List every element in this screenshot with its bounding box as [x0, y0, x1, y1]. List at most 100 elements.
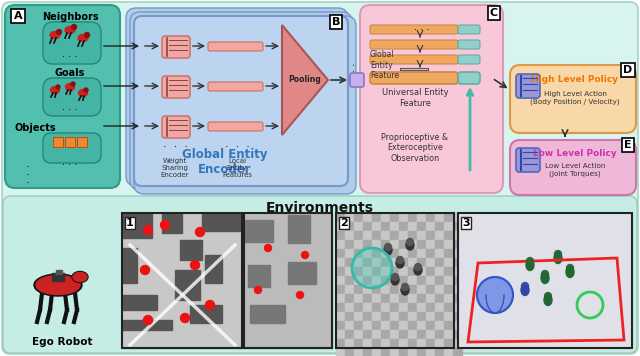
FancyBboxPatch shape	[162, 76, 190, 98]
Bar	[354, 312, 363, 321]
Bar	[408, 348, 417, 356]
Bar	[175, 270, 200, 300]
Bar	[202, 213, 242, 231]
Bar	[459, 214, 631, 347]
Bar	[444, 231, 453, 240]
Circle shape	[541, 271, 548, 277]
Bar	[426, 213, 435, 222]
Bar	[345, 330, 354, 339]
Ellipse shape	[78, 35, 88, 42]
Bar	[408, 339, 417, 348]
Bar	[381, 348, 390, 356]
Bar	[336, 330, 345, 339]
Bar	[435, 339, 444, 348]
Text: High Level Policy: High Level Policy	[531, 75, 619, 84]
Bar	[381, 330, 390, 339]
Text: A: A	[13, 11, 22, 21]
Circle shape	[296, 292, 303, 298]
Bar	[453, 348, 462, 356]
Text: Low Level Action
(Joint Torques): Low Level Action (Joint Torques)	[545, 163, 605, 177]
Bar	[426, 222, 435, 231]
Bar	[363, 240, 372, 249]
FancyBboxPatch shape	[458, 72, 480, 84]
Bar	[372, 249, 381, 258]
Text: Goals: Goals	[55, 68, 85, 78]
Bar	[444, 276, 453, 285]
Bar	[453, 303, 462, 312]
Bar	[372, 240, 381, 249]
Bar	[435, 240, 444, 249]
Bar	[354, 258, 363, 267]
FancyBboxPatch shape	[516, 148, 540, 172]
Bar	[336, 294, 345, 303]
Bar	[336, 258, 345, 267]
Bar	[408, 231, 417, 240]
Bar	[381, 231, 390, 240]
Bar	[372, 348, 381, 356]
Bar	[372, 294, 381, 303]
Text: Global Entity
Encoder: Global Entity Encoder	[182, 148, 268, 176]
Bar	[372, 312, 381, 321]
Bar	[381, 339, 390, 348]
Bar	[250, 305, 285, 323]
Bar	[336, 348, 345, 356]
Text: High Level Action
(Body Position / Velocity): High Level Action (Body Position / Veloc…	[530, 91, 620, 105]
Ellipse shape	[406, 240, 414, 250]
Bar	[345, 285, 354, 294]
Bar	[390, 321, 399, 330]
Bar	[426, 231, 435, 240]
Bar	[408, 294, 417, 303]
Text: Universal Entity
Feature: Universal Entity Feature	[381, 88, 448, 108]
Ellipse shape	[526, 260, 534, 271]
Bar	[444, 348, 453, 356]
Bar	[417, 330, 426, 339]
FancyBboxPatch shape	[134, 16, 356, 194]
Bar	[336, 213, 454, 348]
Bar	[444, 312, 453, 321]
Bar	[417, 231, 426, 240]
Bar	[417, 348, 426, 356]
FancyBboxPatch shape	[130, 12, 352, 190]
Bar	[399, 267, 408, 276]
Bar	[453, 321, 462, 330]
Bar	[390, 267, 399, 276]
Bar	[399, 258, 408, 267]
Bar	[363, 258, 372, 267]
Bar	[336, 303, 345, 312]
Text: 3: 3	[462, 218, 470, 228]
Ellipse shape	[65, 84, 74, 90]
Bar	[399, 330, 408, 339]
Bar	[390, 339, 399, 348]
Bar	[354, 267, 363, 276]
Bar	[336, 222, 345, 231]
Bar	[417, 294, 426, 303]
FancyBboxPatch shape	[162, 36, 190, 58]
Bar	[363, 294, 372, 303]
Bar	[453, 249, 462, 258]
FancyBboxPatch shape	[208, 122, 263, 131]
Bar	[345, 240, 354, 249]
Bar	[390, 294, 399, 303]
Bar	[354, 213, 363, 222]
FancyBboxPatch shape	[208, 82, 263, 91]
Bar	[363, 348, 372, 356]
Bar	[435, 276, 444, 285]
Text: D: D	[623, 65, 632, 75]
Bar	[444, 249, 453, 258]
Bar	[381, 303, 390, 312]
FancyBboxPatch shape	[370, 40, 458, 49]
Bar	[426, 285, 435, 294]
Bar	[381, 312, 390, 321]
Bar	[381, 267, 390, 276]
Bar	[363, 222, 372, 231]
Ellipse shape	[34, 274, 82, 296]
Ellipse shape	[72, 272, 88, 283]
Circle shape	[554, 251, 561, 257]
Text: Pooling: Pooling	[289, 75, 321, 84]
Bar	[444, 330, 453, 339]
Bar	[426, 258, 435, 267]
FancyBboxPatch shape	[43, 133, 101, 163]
Circle shape	[477, 277, 513, 313]
Bar	[435, 285, 444, 294]
Bar	[435, 258, 444, 267]
